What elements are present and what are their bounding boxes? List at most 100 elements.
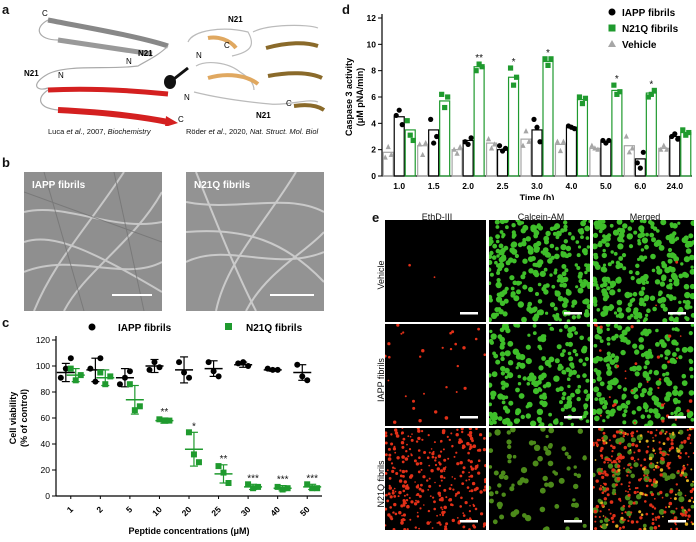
- bar: [417, 145, 429, 177]
- legend-marker-n21q: [608, 24, 616, 32]
- data-point: [67, 365, 74, 372]
- citation-roder-etal: et al: [208, 127, 223, 136]
- data-point: [151, 359, 158, 366]
- data-point: [611, 82, 617, 88]
- data-point: [136, 403, 143, 410]
- data-point: [385, 143, 391, 150]
- y-tick-label: 10: [367, 39, 377, 49]
- data-point: [645, 94, 651, 100]
- data-point: [314, 485, 321, 492]
- citation-luca-etal: et al: [66, 127, 81, 136]
- tem-fibrils-iapp: [24, 172, 162, 311]
- data-point: [407, 132, 413, 138]
- x-tick-label: 30: [239, 504, 253, 518]
- data-point: [664, 146, 670, 152]
- luca-n-red: N: [126, 57, 132, 66]
- roder-n2: N: [184, 93, 190, 102]
- x-tick-label: 5: [124, 504, 135, 515]
- citation-luca-journal: Biochemistry: [107, 127, 151, 136]
- data-point: [146, 366, 153, 373]
- x-tick-label: 2.5: [497, 181, 509, 191]
- legend-label-n21q: N21Q fibrils: [622, 24, 679, 35]
- significance-star: ***: [277, 475, 289, 486]
- citation-roder-rest: ., 2020,: [222, 127, 250, 136]
- data-point: [304, 377, 311, 384]
- bar: [658, 147, 670, 177]
- data-point: [107, 373, 114, 380]
- citation-roder-authors: Röder: [186, 127, 209, 136]
- tem-label-n21q: N21Q fibrils: [194, 180, 251, 191]
- significance-star: *: [192, 421, 196, 432]
- data-point: [220, 469, 227, 476]
- panel-a-label: a: [2, 2, 10, 17]
- x-tick-label: 20: [180, 504, 194, 518]
- significance-star: *: [546, 48, 550, 59]
- data-point: [77, 372, 84, 379]
- data-point: [215, 373, 222, 380]
- bar: [462, 139, 474, 177]
- data-point: [304, 481, 311, 488]
- data-point: [156, 416, 163, 423]
- data-point: [225, 480, 232, 486]
- data-point: [250, 485, 257, 492]
- data-point: [255, 483, 262, 490]
- significance-star: **: [161, 407, 169, 418]
- data-point: [526, 138, 532, 144]
- data-point: [181, 369, 188, 376]
- significance-star: **: [220, 454, 228, 465]
- legend-marker-vehicle: [608, 40, 616, 47]
- tem-image-n21q: N21Q fibrils: [186, 172, 324, 311]
- x-tick-label: 3.0: [531, 181, 543, 191]
- micrograph: [385, 220, 486, 322]
- y-tick-label: 20: [41, 465, 51, 475]
- scale-bar: [460, 520, 478, 523]
- data-point: [491, 141, 498, 147]
- data-point: [571, 126, 578, 132]
- x-tick-label: 5.0: [600, 181, 612, 191]
- data-point: [560, 138, 567, 144]
- citation-roder-journal: Nat. Struct. Mol. Biol: [249, 127, 319, 136]
- micrograph-cells: [408, 263, 478, 315]
- bar: [473, 66, 485, 177]
- data-point: [67, 355, 74, 362]
- data-point: [606, 137, 612, 144]
- data-point: [264, 365, 271, 372]
- data-point: [156, 364, 163, 371]
- citation-luca: Luca et al., 2007, Biochemistry: [48, 127, 151, 136]
- micrograph-cells: [593, 220, 694, 322]
- y-axis-title: Caspase 3 activity: [344, 58, 354, 136]
- x-tick-label: 1: [65, 504, 76, 515]
- data-point: [210, 368, 217, 375]
- data-point: [131, 407, 138, 414]
- bar: [669, 135, 681, 177]
- x-axis-title: Peptide concentrations (μM): [128, 526, 249, 536]
- bar: [451, 149, 463, 177]
- significance-star: *: [512, 57, 516, 68]
- data-point: [205, 359, 212, 366]
- y-tick-label: 6: [371, 92, 376, 102]
- y-tick-label: 0: [371, 171, 376, 181]
- y-tick-label: 120: [36, 335, 50, 345]
- panel-e-label: e: [372, 210, 380, 225]
- data-point: [92, 378, 99, 385]
- citation-luca-rest: ., 2007,: [80, 127, 108, 136]
- x-tick-label: 1.5: [428, 181, 440, 191]
- data-point: [274, 483, 281, 490]
- data-point: [294, 361, 301, 368]
- data-point: [496, 143, 503, 149]
- data-point: [382, 154, 388, 160]
- luca-n21-left: N21: [24, 69, 39, 78]
- micrograph: [489, 428, 590, 530]
- scale-bar: [668, 312, 686, 315]
- data-point: [548, 56, 554, 62]
- micrograph-cells: [489, 324, 590, 426]
- y-tick-label: 40: [41, 439, 51, 449]
- data-point: [542, 56, 548, 62]
- data-point: [417, 141, 423, 147]
- micrograph-cells: [489, 428, 587, 530]
- data-point: [116, 381, 123, 388]
- data-point: [523, 128, 529, 134]
- bar: [600, 141, 612, 177]
- data-point: [215, 463, 222, 470]
- x-tick-label: 24.0: [667, 181, 684, 191]
